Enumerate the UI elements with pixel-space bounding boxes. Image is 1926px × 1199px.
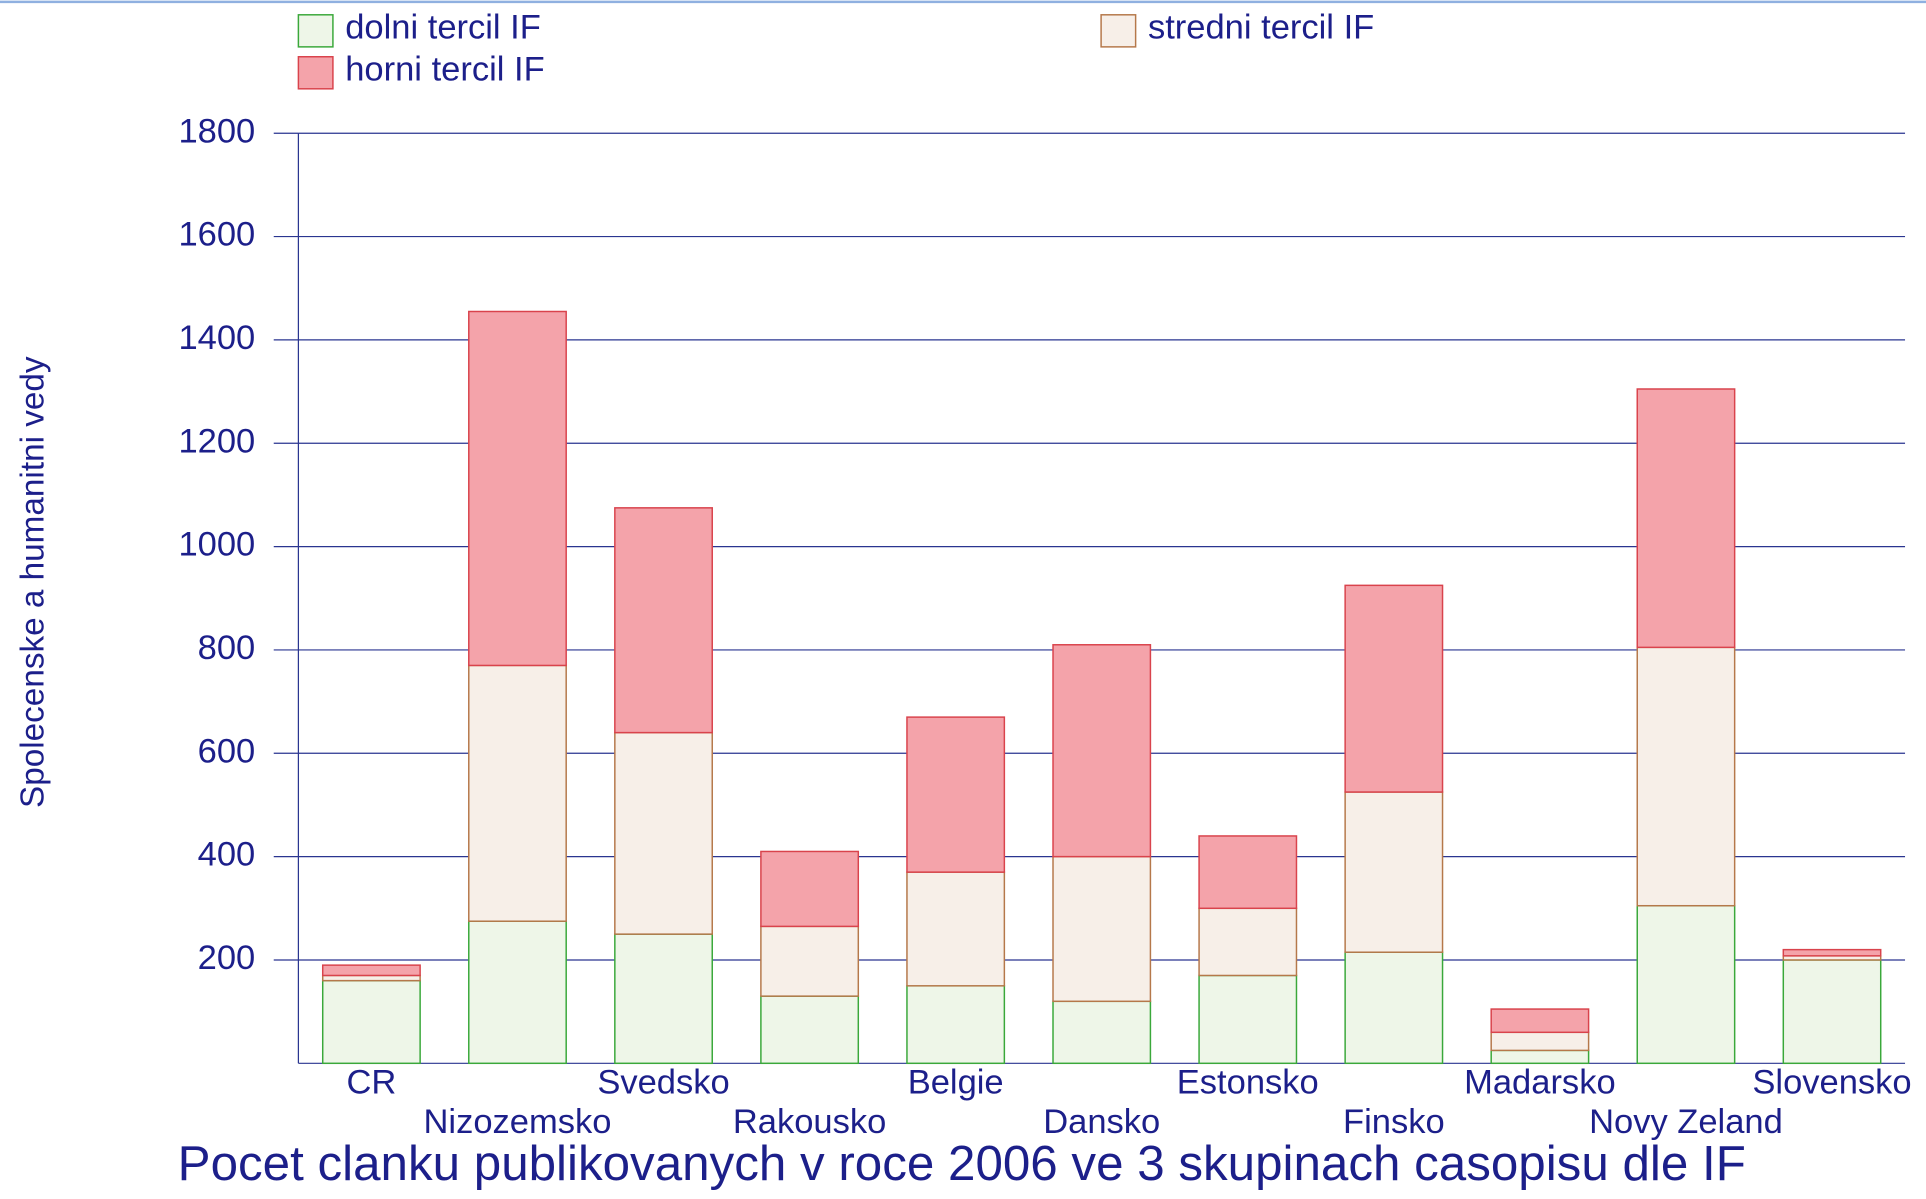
y-tick-label: 600 xyxy=(198,732,256,770)
bar-segment xyxy=(1344,791,1444,953)
bar-segment xyxy=(1198,974,1298,1065)
chart-title: Pocet clanku publikovanych v roce 2006 v… xyxy=(178,1136,1746,1191)
legend-label: horni tercil IF xyxy=(345,51,544,89)
bar-segment xyxy=(760,925,860,997)
y-axis-label: Spolecenske a humanitni vedy xyxy=(14,356,51,808)
y-tick-label: 1000 xyxy=(178,526,255,564)
bar-segment xyxy=(1052,855,1152,1003)
bar-segment xyxy=(906,985,1006,1065)
y-tick-label: 1800 xyxy=(178,112,255,150)
y-tick-label: 1200 xyxy=(178,422,255,460)
bar-segment xyxy=(468,920,567,1065)
x-tick-label: Belgie xyxy=(908,1063,1004,1101)
bar-segment xyxy=(906,716,1006,873)
bar-segment xyxy=(1636,904,1736,1065)
bar-segment xyxy=(1782,959,1882,1065)
x-tick-label: Rakousko xyxy=(733,1103,886,1141)
bar-segment xyxy=(1490,1008,1590,1034)
x-tick-label: Svedsko xyxy=(597,1063,729,1101)
bar-segment xyxy=(1782,948,1882,957)
legend-swatch xyxy=(297,14,334,48)
y-tick-label: 800 xyxy=(198,629,256,667)
bar-segment xyxy=(1636,388,1736,649)
y-tick-label: 200 xyxy=(198,939,256,977)
bar-segment xyxy=(1490,1049,1590,1065)
legend-label: stredni tercil IF xyxy=(1148,9,1374,47)
x-tick-label: CR xyxy=(346,1063,396,1101)
x-tick-label: Nizozemsko xyxy=(424,1103,612,1141)
x-tick-label: Novy Zeland xyxy=(1589,1103,1783,1141)
bar-segment xyxy=(468,664,567,922)
y-tick-label: 1600 xyxy=(178,216,255,254)
y-tick-label: 400 xyxy=(198,836,256,874)
bar-segment xyxy=(321,979,421,1065)
x-tick-label: Estonsko xyxy=(1177,1063,1319,1101)
bar-segment xyxy=(760,995,860,1065)
bar-segment xyxy=(614,933,713,1065)
legend-swatch xyxy=(1100,14,1137,48)
bar-segment xyxy=(321,964,421,977)
bar-segment xyxy=(321,974,421,982)
legend-swatch xyxy=(297,56,334,90)
bar-segment xyxy=(1344,584,1444,793)
bar-segment xyxy=(1344,951,1444,1065)
legend-label: dolni tercil IF xyxy=(345,9,541,47)
bar-segment xyxy=(1198,907,1298,977)
y-tick-label: 1400 xyxy=(178,319,255,357)
x-tick-label: Dansko xyxy=(1043,1103,1160,1141)
bar-segment xyxy=(906,871,1006,987)
bar-segment xyxy=(614,731,713,935)
bar-segment xyxy=(1052,644,1152,858)
x-tick-label: Slovensko xyxy=(1752,1063,1911,1101)
bar-segment xyxy=(1636,646,1736,907)
bar-segment xyxy=(760,850,860,928)
bar-segment xyxy=(1052,1000,1152,1065)
x-tick-label: Madarsko xyxy=(1464,1063,1616,1101)
bar-segment xyxy=(1490,1031,1590,1052)
bar-segment xyxy=(1198,835,1298,910)
bar-segment xyxy=(468,310,567,667)
bar-segment xyxy=(614,507,713,734)
x-tick-label: Finsko xyxy=(1343,1103,1445,1141)
